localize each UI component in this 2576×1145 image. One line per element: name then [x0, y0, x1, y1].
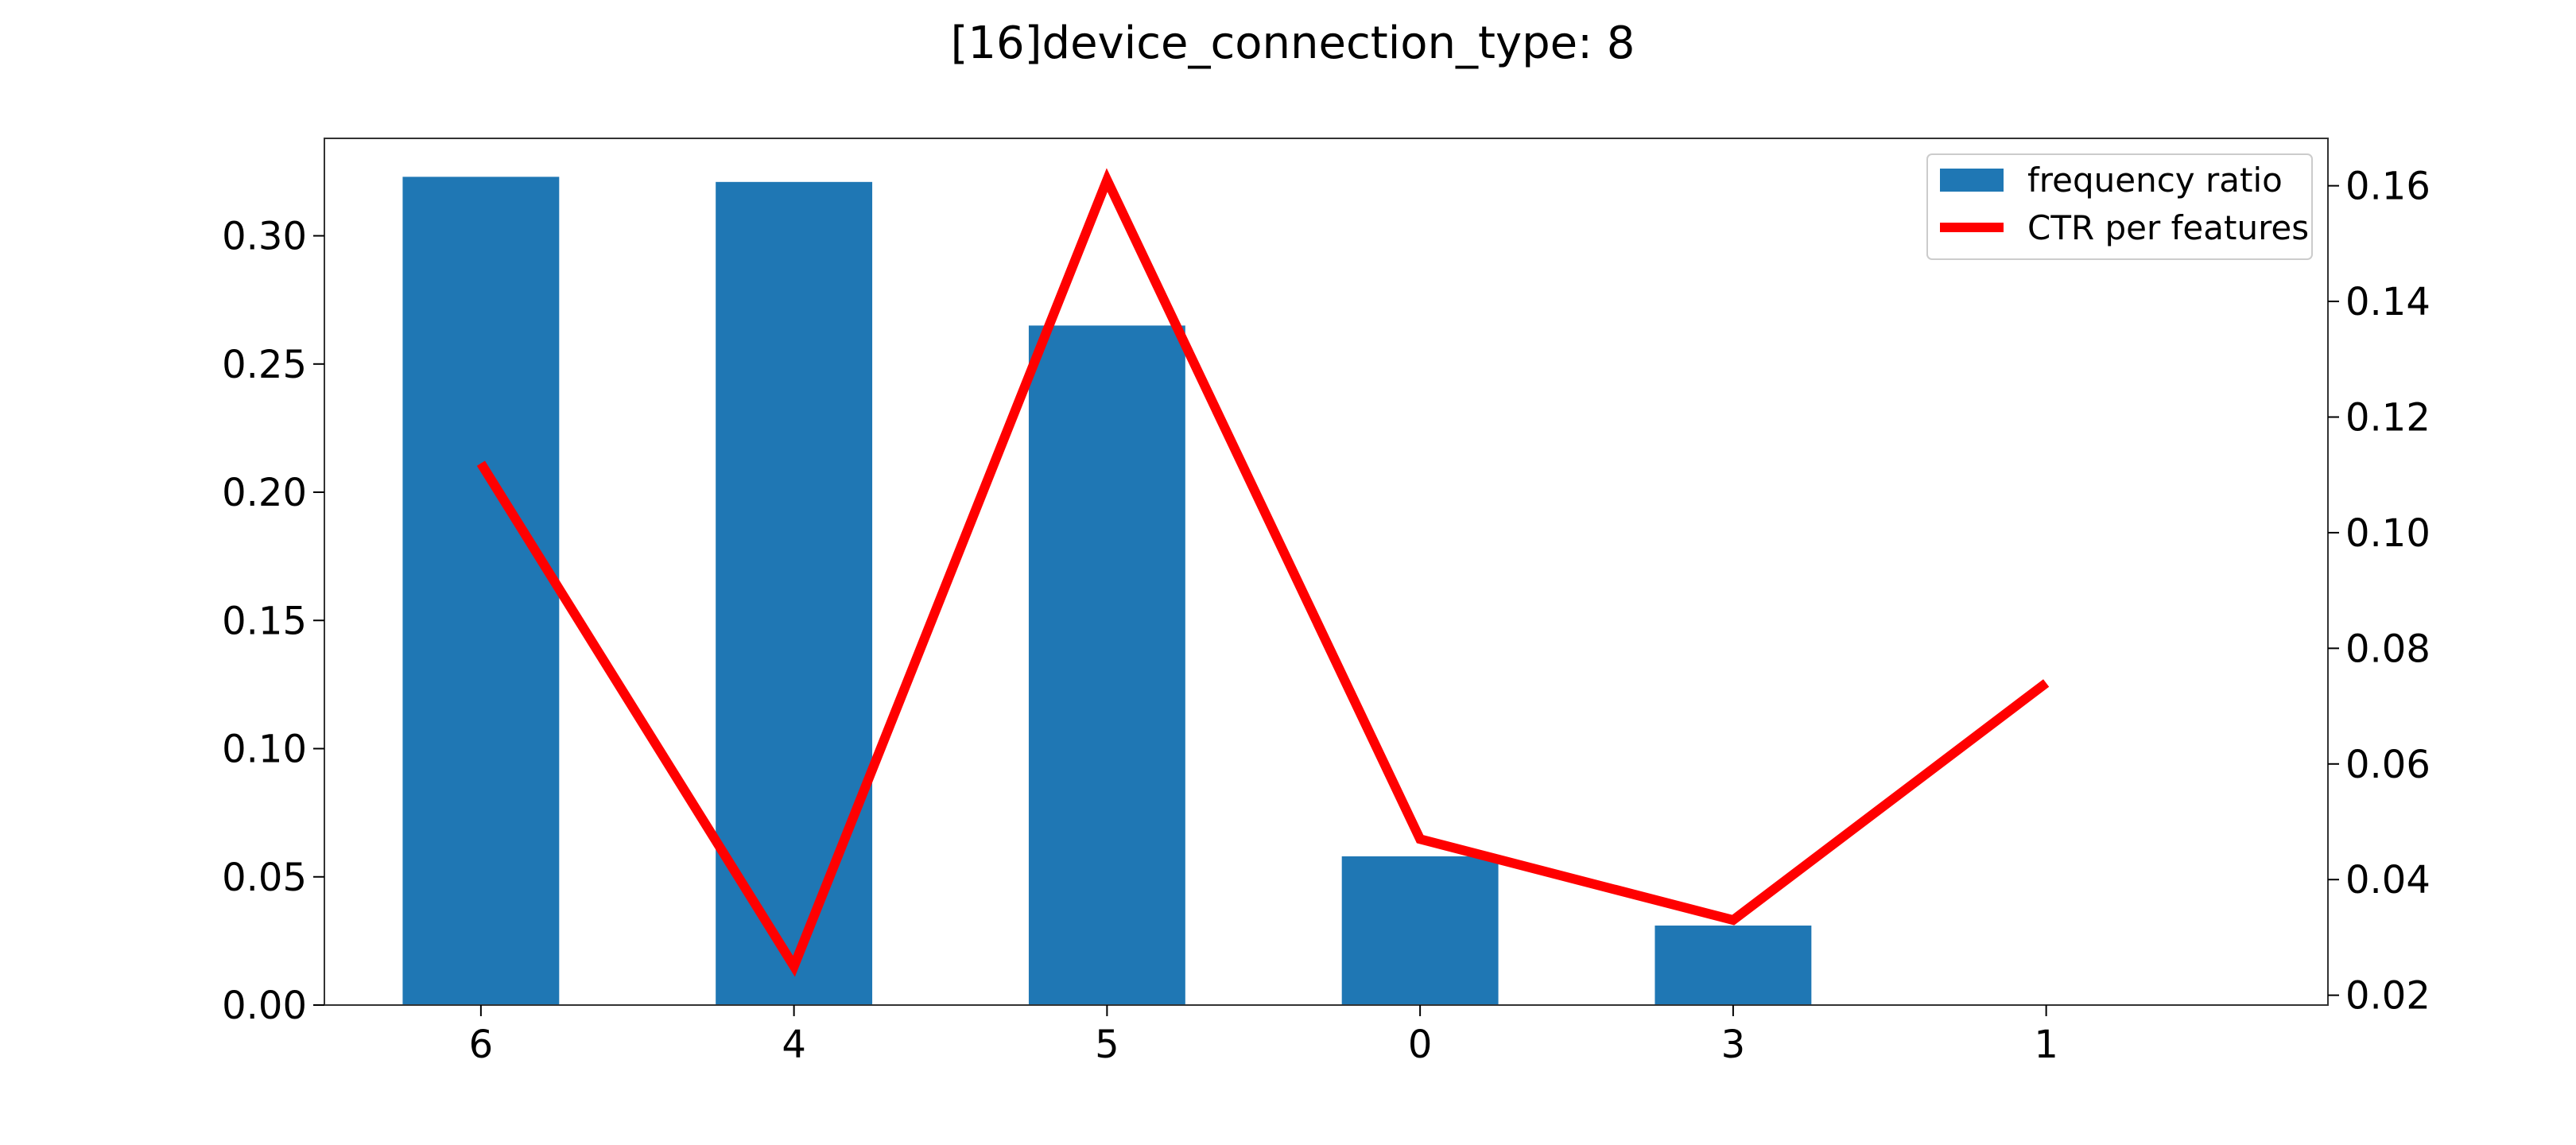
legend: frequency ratio CTR per features: [1926, 153, 2313, 260]
bar-6: [402, 177, 560, 1005]
legend-label-frequency: frequency ratio: [2027, 161, 2283, 200]
legend-box: [1926, 153, 2313, 260]
x-tick-label: 1: [2034, 1023, 2058, 1067]
right-tick-label: 0.04: [2345, 858, 2431, 902]
left-y-axis: 0.00 0.05 0.10 0.15 0.20 0.25 0.30: [222, 215, 324, 1028]
ctr-line: [476, 168, 2050, 977]
bar-0: [1341, 856, 1499, 1005]
right-tick-label: 0.10: [2345, 511, 2431, 556]
left-tick-label: 0.30: [222, 215, 307, 259]
left-tick-label: 0.20: [222, 471, 307, 515]
left-tick-label: 0.25: [222, 343, 307, 387]
left-tick-label: 0.00: [222, 984, 307, 1028]
right-tick-label: 0.14: [2345, 280, 2431, 324]
plot-frame: [324, 138, 2329, 1006]
x-tick-label: 6: [469, 1023, 494, 1067]
x-tick-label: 4: [782, 1023, 806, 1067]
right-tick-label: 0.02: [2345, 974, 2431, 1019]
bar-4: [716, 181, 873, 1005]
legend-bar-swatch: [1940, 169, 2004, 192]
x-tick-label: 0: [1408, 1023, 1433, 1067]
right-tick-label: 0.12: [2345, 395, 2431, 440]
x-tick-label: 3: [1721, 1023, 1746, 1067]
left-tick-label: 0.05: [222, 856, 307, 900]
right-y-axis: 0.02 0.04 0.06 0.08 0.10 0.12 0.14 0.16: [2328, 165, 2431, 1019]
bar-3: [1655, 926, 1812, 1005]
right-tick-label: 0.06: [2345, 743, 2431, 787]
bar-5: [1028, 325, 1185, 1006]
left-tick-label: 0.10: [222, 728, 307, 772]
bars-layer: [402, 177, 1812, 1006]
chart-title: [16]device_connection_type: 8: [951, 17, 1635, 69]
line-layer: [476, 168, 2050, 977]
x-tick-label: 5: [1095, 1023, 1119, 1067]
x-axis: 6 4 5 0 3 1: [469, 1005, 2058, 1067]
right-tick-label: 0.08: [2345, 627, 2431, 671]
right-tick-label: 0.16: [2345, 165, 2431, 209]
left-tick-label: 0.15: [222, 599, 307, 643]
legend-label-ctr: CTR per features: [2027, 208, 2309, 247]
